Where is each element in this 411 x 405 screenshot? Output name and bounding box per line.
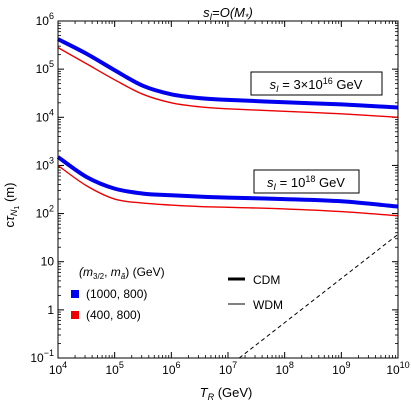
annotation-3e16: sI = 3×1016 GeV	[270, 76, 363, 94]
plot-frame	[57, 20, 399, 359]
series-line-wdm-3	[57, 164, 399, 217]
series-line-cdm-2	[56, 155, 399, 209]
series-line-cdm-0	[57, 37, 399, 110]
y-tick-label: 1	[47, 303, 54, 317]
x-tick-exponent: 6	[176, 360, 181, 370]
legend-swatch-blue	[71, 290, 79, 298]
x-tick-exponent: 10	[400, 360, 410, 370]
y-tick-mantissa: 10	[30, 351, 44, 365]
series-line-wdm-1	[57, 47, 399, 118]
x-tick-label: 105	[105, 360, 123, 377]
y-tick-exponent: 4	[49, 107, 54, 117]
y-tick-mantissa: 10	[36, 110, 50, 124]
legend-title: (m3/2, mã) (GeV)	[79, 265, 165, 281]
y-tick-mantissa: 10	[36, 207, 50, 221]
x-tick-label: 106	[162, 360, 180, 377]
series-line-dashed-4	[238, 233, 399, 359]
y-tick-label: 102	[36, 204, 54, 221]
legend: (m3/2, mã) (GeV) (1000, 800) (400, 800) …	[71, 265, 283, 322]
x-tick-exponent: 8	[289, 360, 294, 370]
x-axis-label: TR (GeV)	[200, 385, 253, 402]
x-tick-exponent: 9	[346, 360, 351, 370]
y-tick-exponent: 5	[49, 59, 54, 69]
y-tick-label: 105	[36, 59, 54, 76]
y-tick-label: 10−1	[30, 348, 54, 365]
legend-label-cdm: CDM	[253, 273, 280, 287]
x-tick-label: 109	[332, 360, 350, 377]
x-tick-label: 104	[49, 360, 67, 377]
plot-series	[56, 37, 399, 359]
x-tick-label: 108	[275, 360, 293, 377]
y-tick-label: 10	[41, 255, 55, 269]
y-tick-exponent: −1	[44, 348, 54, 358]
annotation-box-1e18	[253, 169, 360, 194]
legend-label-red: (400, 800)	[86, 308, 141, 322]
y-axis-label: cτN1 (m)	[2, 183, 21, 228]
x-tick-mantissa: 10	[49, 363, 63, 377]
x-tick-mantissa: 10	[332, 363, 346, 377]
x-tick-label: 1010	[386, 360, 409, 377]
x-tick-mantissa: 10	[105, 363, 119, 377]
annotation-1e18: sI = 1018 GeV	[267, 174, 345, 192]
y-tick-exponent: 2	[49, 204, 54, 214]
legend-label-wdm: WDM	[253, 298, 283, 312]
y-tick-label: 106	[36, 11, 54, 28]
y-tick-exponent: 6	[49, 11, 54, 21]
x-tick-mantissa: 10	[219, 363, 233, 377]
x-tick-exponent: 7	[232, 360, 237, 370]
legend-swatch-red	[71, 311, 79, 319]
annotation-box-3e16	[250, 71, 383, 96]
y-tick-exponent: 3	[49, 155, 54, 165]
x-tick-mantissa: 10	[386, 363, 400, 377]
y-tick-mantissa: 10	[41, 255, 55, 269]
y-tick-mantissa: 10	[36, 62, 50, 76]
x-tick-mantissa: 10	[162, 363, 176, 377]
y-tick-mantissa: 10	[36, 158, 50, 172]
y-tick-label: 104	[36, 107, 54, 124]
x-tick-exponent: 5	[119, 360, 124, 370]
y-tick-mantissa: 1	[47, 303, 54, 317]
legend-label-blue: (1000, 800)	[86, 287, 147, 301]
x-tick-exponent: 4	[62, 360, 67, 370]
chart-title: sI=O(M*)	[203, 5, 253, 22]
x-tick-mantissa: 10	[275, 363, 289, 377]
y-tick-label: 103	[36, 155, 54, 172]
y-tick-mantissa: 10	[36, 14, 50, 28]
x-tick-label: 107	[219, 360, 237, 377]
